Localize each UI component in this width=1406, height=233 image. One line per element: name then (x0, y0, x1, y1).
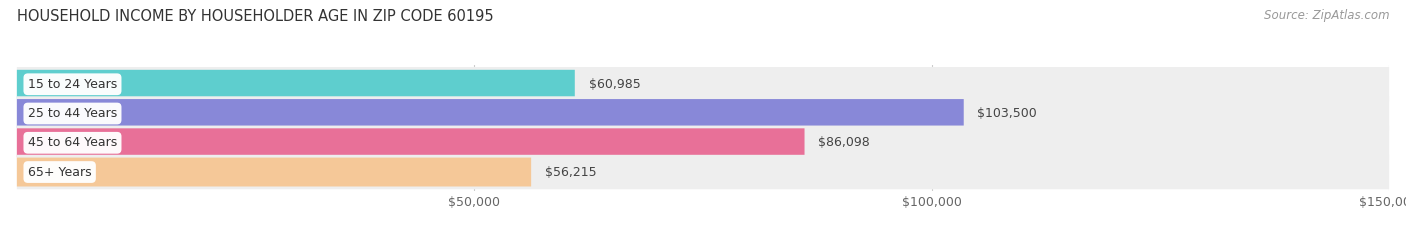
Text: $86,098: $86,098 (818, 136, 870, 149)
Text: $56,215: $56,215 (546, 165, 596, 178)
FancyBboxPatch shape (17, 128, 804, 157)
Text: $60,985: $60,985 (589, 78, 640, 91)
FancyBboxPatch shape (17, 67, 1389, 102)
FancyBboxPatch shape (17, 155, 1389, 189)
Text: $103,500: $103,500 (977, 107, 1038, 120)
Text: 45 to 64 Years: 45 to 64 Years (28, 136, 117, 149)
Text: Source: ZipAtlas.com: Source: ZipAtlas.com (1264, 9, 1389, 22)
Text: 25 to 44 Years: 25 to 44 Years (28, 107, 117, 120)
Text: 65+ Years: 65+ Years (28, 165, 91, 178)
FancyBboxPatch shape (17, 158, 531, 186)
FancyBboxPatch shape (17, 70, 575, 99)
FancyBboxPatch shape (17, 96, 1389, 131)
FancyBboxPatch shape (17, 126, 1389, 160)
Text: HOUSEHOLD INCOME BY HOUSEHOLDER AGE IN ZIP CODE 60195: HOUSEHOLD INCOME BY HOUSEHOLDER AGE IN Z… (17, 9, 494, 24)
Text: 15 to 24 Years: 15 to 24 Years (28, 78, 117, 91)
FancyBboxPatch shape (17, 99, 963, 128)
